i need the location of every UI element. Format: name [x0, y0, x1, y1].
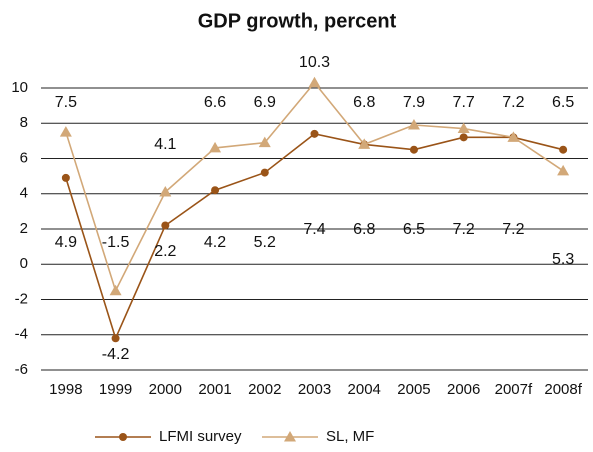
point [407, 119, 420, 130]
point [308, 76, 321, 88]
data-label: 2.2 [154, 243, 176, 260]
x-tick-label: 1999 [99, 381, 132, 398]
legend-label: SL, MF [326, 428, 374, 445]
point [119, 433, 127, 441]
y-tick-label: 4 [20, 185, 28, 202]
y-tick-label: 10 [11, 79, 28, 96]
point [358, 138, 371, 149]
point [209, 141, 222, 153]
x-tick-label: 2004 [348, 381, 381, 398]
chart-title: GDP growth, percent [198, 10, 397, 32]
point [111, 334, 120, 343]
data-label: -1.5 [102, 234, 130, 251]
data-label: 7.2 [502, 94, 524, 111]
point [211, 186, 220, 195]
y-tick-label: 0 [20, 255, 28, 272]
point [260, 168, 269, 177]
x-tick-label: 2000 [149, 381, 182, 398]
point [559, 145, 568, 154]
y-tick-label: -2 [15, 290, 28, 307]
data-label: 6.6 [204, 94, 226, 111]
x-tick-label: 2002 [248, 381, 281, 398]
data-label: 6.5 [403, 221, 425, 238]
point [457, 122, 470, 134]
x-tick-label: 2001 [198, 381, 231, 398]
point [159, 185, 172, 197]
data-label: -4.2 [102, 346, 130, 363]
data-label: 5.2 [254, 234, 276, 251]
y-tick-label: -4 [15, 326, 28, 343]
data-label: 7.7 [453, 94, 475, 111]
y-tick-label: -6 [15, 361, 28, 378]
data-label: 7.2 [502, 221, 524, 238]
data-label: 6.9 [254, 94, 276, 111]
point [61, 173, 70, 182]
point [507, 131, 520, 142]
data-label: 5.3 [552, 251, 574, 268]
point [310, 129, 319, 138]
data-label: 7.5 [55, 94, 77, 111]
data-label: 7.4 [303, 221, 325, 238]
x-tick-label: 2003 [298, 381, 331, 398]
data-label: 7.2 [453, 221, 475, 238]
data-label: 4.2 [204, 234, 226, 251]
point [258, 136, 271, 148]
data-label: 4.9 [55, 234, 77, 251]
data-label: 10.3 [299, 54, 330, 71]
point [59, 126, 72, 137]
x-tick-label: 1998 [49, 381, 82, 398]
y-tick-label: 6 [20, 149, 28, 166]
x-tick-label: 2008f [544, 381, 582, 398]
point [161, 221, 170, 230]
data-label: 6.8 [353, 94, 375, 111]
point [557, 164, 570, 176]
data-label: 4.1 [154, 136, 176, 153]
x-tick-label: 2006 [447, 381, 480, 398]
x-tick-label: 2005 [397, 381, 430, 398]
point [459, 133, 468, 142]
legend-label: LFMI survey [159, 428, 242, 445]
point [109, 284, 122, 296]
x-tick-label: 2007f [495, 381, 533, 398]
y-tick-label: 8 [20, 114, 28, 131]
data-label: 7.9 [403, 94, 425, 111]
data-label: 6.5 [552, 94, 574, 111]
y-tick-label: 2 [20, 220, 28, 237]
data-label: 6.8 [353, 221, 375, 238]
series-line [65, 81, 564, 293]
point [284, 431, 296, 442]
point [409, 145, 418, 154]
